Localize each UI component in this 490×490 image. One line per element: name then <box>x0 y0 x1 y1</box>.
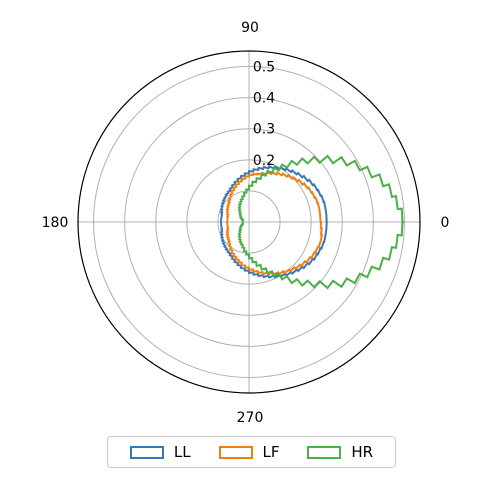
polar-frame <box>77 50 421 394</box>
ring-0.1 <box>217 190 281 254</box>
polar-outer-circle <box>77 50 421 394</box>
legend-swatch-LL <box>129 445 164 459</box>
legend-swatch-HR <box>307 445 342 459</box>
theta-tick-label-270: 270 <box>237 410 264 426</box>
r-tick-label-0.3: 0.3 <box>253 122 275 138</box>
series-lines <box>219 154 405 290</box>
legend-label-LL: LL <box>173 443 191 461</box>
series-line-HR <box>237 154 405 290</box>
legend-label-HR: HR <box>351 443 374 461</box>
legend-swatch-LF <box>218 445 253 459</box>
r-tick-label-0.5: 0.5 <box>253 60 275 76</box>
tick-labels: 0 90 180 270 0.2 0.3 0.4 0.5 <box>42 20 450 426</box>
legend-label-LF: LF <box>262 443 280 461</box>
legend-item-HR: HR <box>307 443 373 461</box>
legend: LL LF HR <box>107 436 396 468</box>
ring-0.3 <box>155 128 343 316</box>
r-tick-label-0.4: 0.4 <box>253 91 275 107</box>
theta-tick-label-180: 180 <box>42 215 69 231</box>
legend-item-LF: LF <box>218 443 280 461</box>
ring-0.2 <box>186 159 312 285</box>
ring-0.4 <box>124 97 374 347</box>
theta-tick-label-0: 0 <box>441 215 450 231</box>
theta-tick-label-90: 90 <box>241 20 259 36</box>
legend-item-LL: LL <box>129 443 191 461</box>
r-tick-label-0.2: 0.2 <box>253 153 275 169</box>
series-line-LL <box>219 165 328 279</box>
series-line-LF <box>225 170 324 276</box>
polar-grid <box>78 51 420 393</box>
